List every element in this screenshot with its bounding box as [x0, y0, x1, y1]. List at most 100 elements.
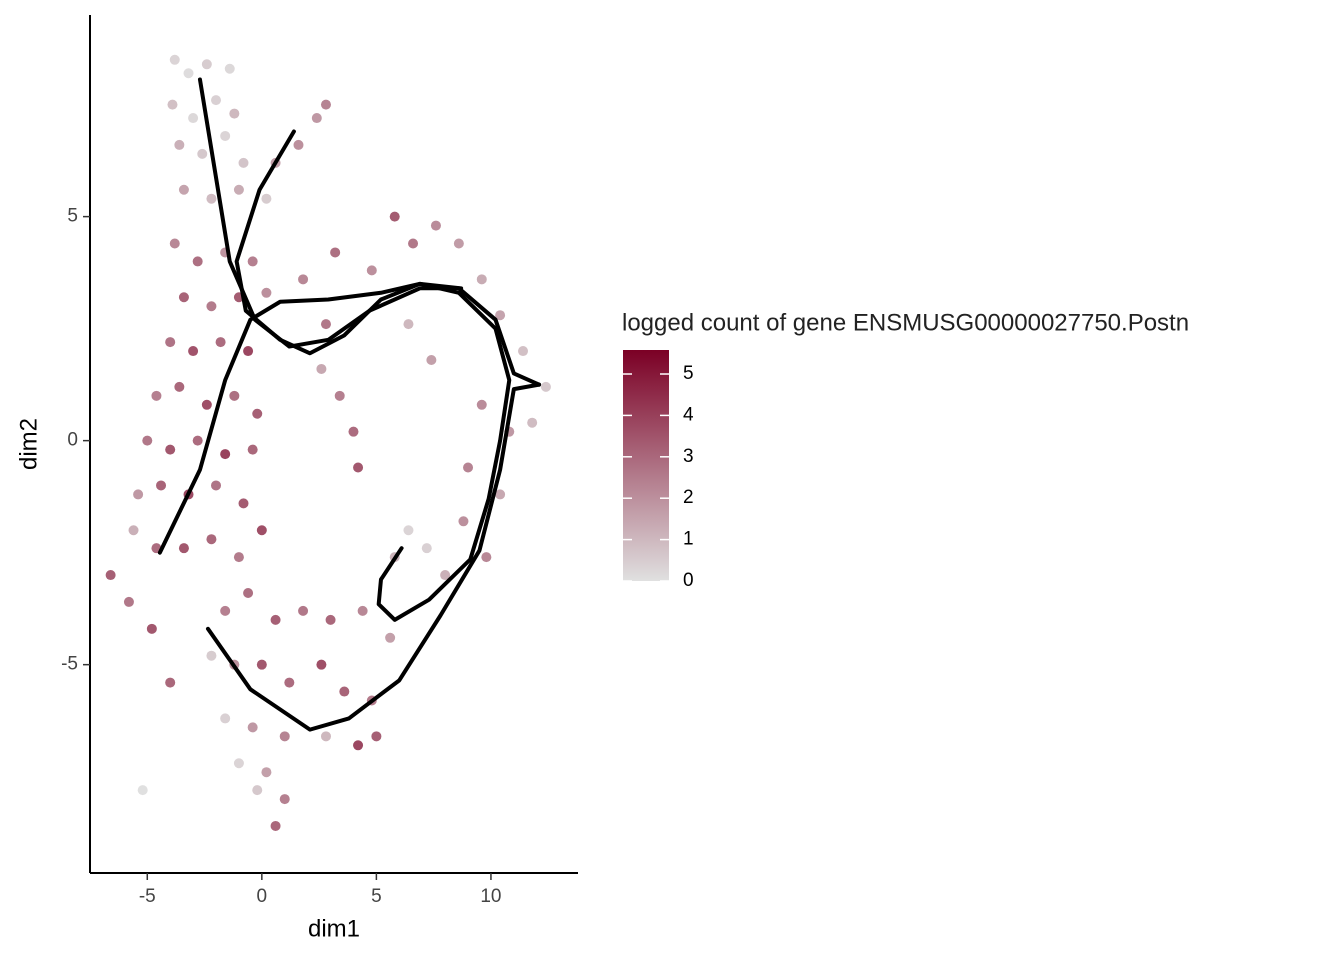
point	[211, 95, 222, 106]
y-tick-label: 5	[67, 206, 78, 227]
point	[458, 516, 469, 527]
point	[261, 193, 272, 204]
point	[201, 399, 212, 410]
point	[320, 319, 331, 330]
point	[165, 677, 176, 688]
point	[169, 54, 180, 65]
point	[357, 605, 368, 616]
point	[192, 435, 203, 446]
colorbar-tick-label: 3	[683, 446, 694, 467]
point	[476, 274, 487, 285]
point	[252, 785, 263, 796]
point	[174, 139, 185, 150]
point	[197, 148, 208, 159]
point	[403, 319, 414, 330]
x-tick-label: 5	[371, 886, 382, 907]
point	[165, 444, 176, 455]
point	[348, 426, 359, 437]
trajectory-curve	[234, 129, 464, 356]
point	[165, 337, 176, 348]
point	[293, 139, 304, 150]
point	[353, 462, 364, 473]
point	[229, 108, 240, 119]
colorbar-tick-label: 1	[683, 529, 694, 550]
point	[146, 623, 157, 634]
point	[385, 632, 396, 643]
point	[233, 184, 244, 195]
point	[320, 99, 331, 110]
point	[256, 525, 267, 536]
point	[247, 256, 258, 267]
point	[270, 614, 281, 625]
point	[421, 543, 432, 554]
point	[238, 157, 249, 168]
point	[167, 99, 178, 110]
x-tick-label: 0	[257, 886, 268, 907]
point	[527, 417, 538, 428]
y-tick-label: 0	[67, 430, 78, 451]
point	[201, 59, 212, 70]
point	[178, 543, 189, 554]
colorbar-tick-label: 5	[683, 363, 694, 384]
point	[476, 399, 487, 410]
point	[188, 346, 199, 357]
point	[353, 740, 364, 751]
point	[206, 193, 217, 204]
x-tick-label: -5	[139, 886, 156, 907]
point	[270, 820, 281, 831]
point	[220, 130, 231, 141]
point	[123, 596, 134, 607]
point	[463, 462, 474, 473]
point	[243, 587, 254, 598]
point	[220, 449, 231, 460]
point	[151, 390, 162, 401]
point	[481, 552, 492, 563]
point	[206, 534, 217, 545]
colorbar-tick-label: 0	[683, 570, 694, 591]
point	[426, 354, 437, 365]
point	[137, 785, 148, 796]
point	[178, 184, 189, 195]
point	[169, 238, 180, 249]
point	[238, 498, 249, 509]
point	[188, 113, 199, 124]
colorbar-tick-label: 4	[683, 404, 694, 425]
trajectory-curve	[197, 77, 542, 387]
point	[408, 238, 419, 249]
point	[389, 211, 400, 222]
point	[142, 435, 153, 446]
point	[252, 408, 263, 419]
point	[403, 525, 414, 536]
point	[183, 68, 194, 79]
point	[325, 614, 336, 625]
point	[261, 287, 272, 298]
point	[366, 265, 377, 276]
point	[128, 525, 139, 536]
point	[334, 390, 345, 401]
point	[229, 390, 240, 401]
point	[247, 444, 258, 455]
trajectory-curve	[157, 281, 512, 622]
point	[440, 570, 451, 581]
point	[316, 659, 327, 670]
colorbar-title: logged count of gene ENSMUSG00000027750.…	[622, 309, 1189, 336]
trajectory-curve	[205, 382, 542, 732]
point	[156, 480, 167, 491]
point	[298, 605, 309, 616]
point	[339, 686, 350, 697]
point	[211, 480, 222, 491]
point	[320, 731, 331, 742]
point	[279, 731, 290, 742]
point	[243, 346, 254, 357]
point	[224, 63, 235, 74]
point	[174, 381, 185, 392]
point	[540, 381, 551, 392]
point	[298, 274, 309, 285]
point	[233, 552, 244, 563]
point	[192, 256, 203, 267]
point	[453, 238, 464, 249]
point	[495, 489, 506, 500]
point	[284, 677, 295, 688]
point	[316, 363, 327, 374]
